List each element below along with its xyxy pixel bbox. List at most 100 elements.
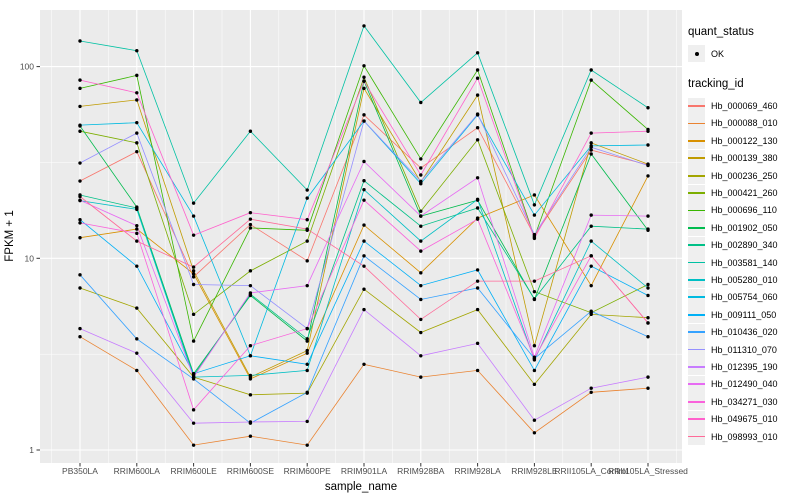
data-point: [135, 368, 139, 373]
data-point: [532, 431, 537, 435]
quant-status-legend-title: quant_status: [688, 26, 754, 38]
data-point: [135, 131, 139, 135]
data-point: [248, 291, 253, 295]
data-point: [78, 334, 82, 339]
data-point: [475, 197, 480, 202]
data-point: [532, 382, 537, 387]
data-point: [191, 443, 196, 447]
data-point: [532, 344, 537, 348]
data-point: [305, 348, 309, 353]
data-point: [305, 368, 309, 373]
data-point: [248, 222, 253, 227]
data-point: [305, 326, 309, 331]
data-point: [589, 68, 593, 72]
series-line-key-icon: [688, 410, 705, 428]
y-tick-label: 10: [25, 253, 35, 263]
data-point: [135, 337, 139, 341]
data-point: [78, 129, 82, 133]
data-point: [419, 283, 423, 288]
data-point: [419, 166, 423, 170]
data-point: [362, 86, 366, 91]
data-point: [646, 106, 650, 110]
legend-item-Hb_002890_340: Hb_002890_340: [688, 236, 798, 254]
legend-item-Hb_005754_060: Hb_005754_060: [688, 288, 798, 306]
x-tick-label: RRIM928LA: [454, 466, 501, 476]
data-point: [532, 368, 537, 373]
data-point: [475, 206, 480, 210]
series-line-key-icon: [688, 219, 705, 237]
data-point: [362, 307, 366, 312]
data-point: [589, 131, 593, 135]
data-point: [475, 51, 480, 55]
legend-item-Hb_049675_010: Hb_049675_010: [688, 410, 798, 428]
series-line-key-icon: [688, 236, 705, 254]
data-point: [532, 193, 537, 197]
data-point: [305, 337, 309, 341]
data-point: [191, 233, 196, 237]
data-point: [362, 198, 366, 202]
data-point: [646, 293, 650, 298]
data-point: [362, 119, 366, 123]
data-point: [248, 434, 253, 438]
data-point: [419, 330, 423, 335]
legend-item-Hb_098993_010: Hb_098993_010: [688, 428, 798, 445]
legend-item-label: Hb_010436_020: [711, 327, 778, 338]
series-line-key-icon: [688, 306, 705, 324]
data-point: [475, 217, 480, 221]
legend-item-label: Hb_012395_190: [711, 361, 778, 372]
data-point: [191, 275, 196, 279]
data-point: [475, 307, 480, 312]
y-tick-label: 1: [29, 445, 34, 455]
data-point: [589, 152, 593, 156]
data-point: [419, 354, 423, 358]
data-point: [191, 408, 196, 412]
data-point: [135, 149, 139, 154]
data-point: [248, 217, 253, 221]
series-line-key-icon: [688, 288, 705, 306]
data-point: [532, 297, 537, 301]
x-tick-label: RRII105LA_Control: [554, 466, 628, 476]
data-point: [78, 286, 82, 290]
data-point: [419, 173, 423, 177]
data-point: [135, 73, 139, 78]
data-point: [646, 321, 650, 325]
data-point: [362, 64, 366, 68]
legend-item-label: Hb_000069_460: [711, 101, 778, 112]
legend-item-Hb_000069_460: Hb_000069_460: [688, 97, 798, 115]
data-point: [362, 239, 366, 243]
data-point: [191, 201, 196, 205]
data-point: [78, 217, 82, 222]
series-line-key-icon: [688, 358, 705, 376]
data-point: [78, 86, 82, 91]
data-point: [305, 362, 309, 366]
series-line-key-icon: [688, 132, 705, 150]
data-point: [305, 259, 309, 263]
data-point: [305, 443, 309, 447]
x-tick-label: RRIM600LA: [114, 466, 161, 476]
data-point: [589, 390, 593, 394]
legend-item-label: Hb_002890_340: [711, 240, 778, 251]
data-point: [135, 306, 139, 310]
data-point: [305, 217, 309, 222]
legend-item-Hb_011310_070: Hb_011310_070: [688, 341, 798, 359]
data-point: [248, 269, 253, 273]
data-point: [475, 68, 480, 72]
series-line-key-icon: [688, 254, 705, 272]
legend-item-label: Hb_000696_110: [711, 205, 777, 216]
x-tick-label: RRII105LA_Stressed: [608, 466, 688, 476]
legend-item-label: Hb_005280_010: [711, 274, 778, 285]
data-point: [475, 112, 480, 116]
data-point: [135, 98, 139, 102]
legend-item-label: Hb_003581_140: [711, 257, 778, 268]
data-point: [135, 49, 139, 53]
data-point: [362, 79, 366, 83]
data-point: [248, 344, 253, 348]
data-point: [589, 224, 593, 228]
y-tick-label: 100: [20, 62, 34, 72]
data-point: [532, 418, 537, 422]
data-point: [305, 239, 309, 243]
series-line-key-icon: [688, 271, 705, 289]
data-point: [419, 179, 423, 184]
data-point: [305, 390, 309, 394]
